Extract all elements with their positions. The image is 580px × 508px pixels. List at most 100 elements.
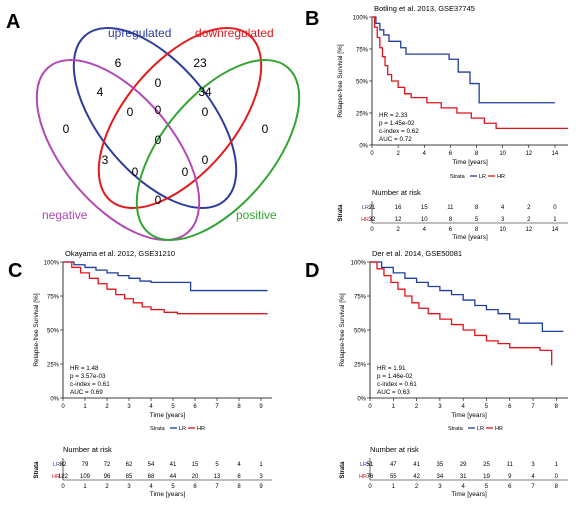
x-tick-label: 1 [83, 404, 87, 410]
x-tick-label: 2 [105, 404, 109, 410]
venn-count-negative-downregulated-positive: 0 [132, 165, 139, 179]
risk-time-tick-label: 2 [396, 227, 400, 233]
risk-value: 9 [508, 474, 512, 480]
risk-time-tick-label: 5 [171, 484, 175, 490]
risk-value: 25 [483, 462, 490, 468]
risk-value: 4 [501, 205, 505, 211]
risk-value: 72 [104, 462, 111, 468]
risk-time-tick-label: 12 [525, 227, 532, 233]
risk-time-tick-label: 2 [415, 484, 419, 490]
risk-time-tick-label: 0 [61, 484, 65, 490]
risk-row-label-lr: LR [362, 205, 369, 211]
risk-time-tick-label: 1 [83, 484, 87, 490]
risk-value: 44 [170, 474, 177, 480]
stat-line: HR = 1.48 [70, 365, 99, 372]
x-tick-label: 6 [508, 404, 512, 410]
risk-time-tick-label: 0 [370, 227, 374, 233]
venn-count-negative-downregulated: 3 [102, 153, 109, 167]
stat-line: c-index = 0.61 [70, 381, 110, 388]
y-axis-label: Relapse-free Survival [%] [33, 293, 40, 367]
venn-count-upregulated: 6 [115, 56, 122, 70]
stat-line: c-index = 0.61 [377, 381, 417, 388]
risk-value: 1 [555, 462, 559, 468]
risk-value: 4 [531, 474, 535, 480]
risk-time-axis-label: Time [years] [452, 234, 488, 241]
x-tick-label: 7 [531, 404, 535, 410]
risk-value: 41 [170, 462, 177, 468]
risk-value: 19 [483, 474, 490, 480]
risk-value: 15 [421, 205, 428, 211]
risk-value: 10 [421, 217, 428, 223]
x-tick-label: 5 [171, 404, 175, 410]
risk-time-tick-label: 5 [485, 484, 489, 490]
risk-table-strata-label: Strata [34, 461, 40, 479]
risk-time-tick-label: 2 [105, 484, 109, 490]
stat-line: c-index = 0.62 [379, 128, 419, 135]
x-axis-label: Time [years] [451, 412, 487, 419]
risk-value: 16 [395, 205, 402, 211]
x-tick-label: 4 [462, 404, 466, 410]
risk-value: 62 [126, 462, 133, 468]
risk-value: 122 [58, 474, 69, 480]
panel-label-a: A [6, 11, 20, 33]
chart-title: Okayama et al. 2012, GSE31210 [65, 249, 175, 258]
y-tick-label: 50% [47, 329, 60, 335]
risk-value: 76 [367, 474, 374, 480]
venn-count-upregulated-downregulated: 0 [155, 76, 162, 90]
x-tick-label: 12 [525, 151, 532, 157]
risk-time-tick-label: 8 [237, 484, 241, 490]
x-tick-label: 7 [215, 404, 219, 410]
risk-value: 2 [527, 217, 531, 223]
venn-count-negative-upregulated-downregulated-positive: 0 [155, 133, 162, 147]
risk-value: 4 [237, 462, 241, 468]
y-tick-label: 0% [357, 397, 366, 403]
risk-value: 51 [367, 462, 374, 468]
x-tick-label: 0 [370, 151, 374, 157]
risk-value: 34 [437, 474, 444, 480]
y-tick-label: 75% [354, 295, 367, 301]
panel-a-venn: A upregulated downregulated negative pos… [6, 11, 301, 241]
stat-line: AUC = 0.63 [377, 389, 410, 396]
x-tick-label: 2 [415, 404, 419, 410]
risk-time-tick-label: 8 [555, 484, 559, 490]
stat-line: HR = 1.91 [377, 365, 406, 372]
risk-table-strata-label: Strata [338, 204, 344, 222]
km-curve-hr [372, 16, 568, 130]
chart-title: Botling et al. 2013, GSE37745 [374, 4, 475, 13]
x-tick-label: 4 [423, 151, 427, 157]
legend-label-lr: LR [477, 426, 484, 432]
y-axis-label: Relapse-free Survival [%] [339, 293, 346, 367]
km-curve-lr [63, 261, 268, 292]
y-tick-label: 100% [44, 261, 60, 267]
risk-value: 8 [449, 217, 453, 223]
risk-value: 13 [214, 474, 221, 480]
legend-label-hr: HR [197, 426, 205, 432]
risk-time-tick-label: 6 [449, 227, 453, 233]
venn-label-upregulated: upregulated [108, 26, 171, 40]
risk-time-tick-label: 8 [475, 227, 479, 233]
legend-title: Strata [450, 174, 466, 180]
venn-ellipse-upregulated [72, 27, 238, 209]
risk-value: 96 [104, 474, 111, 480]
risk-value: 2 [527, 205, 531, 211]
risk-row-label-hr: HR [361, 217, 369, 223]
risk-value: 68 [148, 474, 155, 480]
risk-time-tick-label: 3 [127, 484, 131, 490]
x-tick-label: 4 [149, 404, 153, 410]
risk-time-axis-label: Time [years] [150, 491, 186, 498]
x-tick-label: 8 [555, 404, 559, 410]
km-curve-hr [370, 261, 553, 366]
risk-time-tick-label: 4 [423, 227, 427, 233]
x-tick-label: 5 [485, 404, 489, 410]
risk-time-tick-label: 7 [215, 484, 219, 490]
risk-value: 5 [475, 217, 479, 223]
venn-count-downregulated: 23 [193, 56, 207, 70]
risk-row-label-hr: HR [52, 474, 60, 480]
risk-value: 20 [192, 474, 199, 480]
venn-ellipse-downregulated [97, 27, 263, 209]
legend-label-hr: HR [497, 174, 505, 180]
x-tick-label: 9 [259, 404, 263, 410]
risk-table-title: Number at risk [372, 188, 421, 197]
